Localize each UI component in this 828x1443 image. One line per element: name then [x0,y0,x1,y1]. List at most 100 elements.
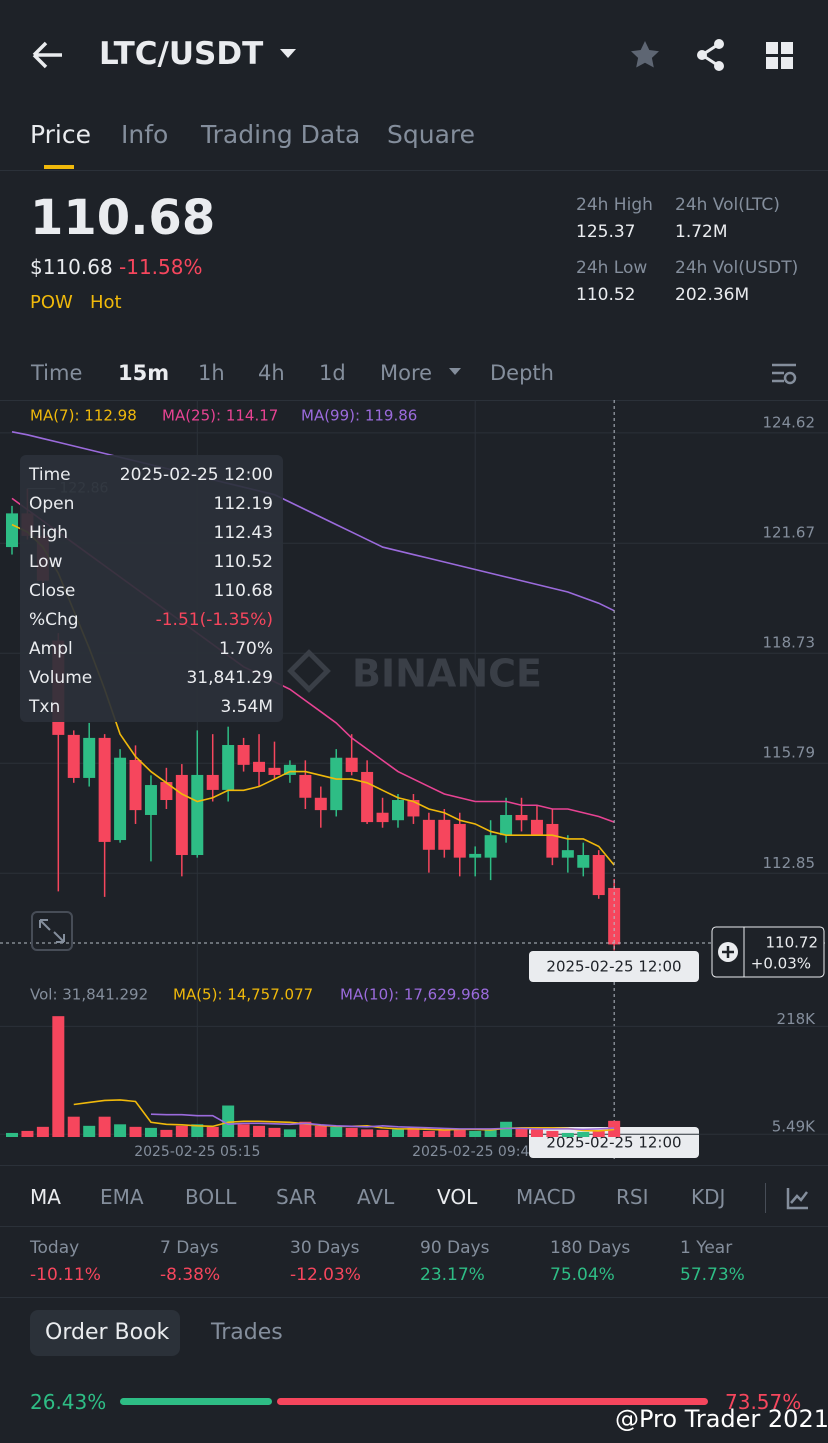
interval[interactable]: Depth [490,361,554,385]
indicator[interactable]: AVL [357,1185,395,1209]
pair-caret[interactable] [278,46,298,60]
period-change: -10.11% [30,1265,101,1285]
volume-bar [361,1129,374,1137]
pair-title[interactable]: LTC/USDT [99,36,264,72]
stat-label: 24h Low [576,258,648,278]
share-icon[interactable] [695,38,727,72]
volume-legend: MA(10): 17,629.968 [340,986,490,1004]
indicator[interactable]: MACD [516,1185,576,1209]
volume-bar [592,1130,605,1137]
crosshair-label: 2025-02-25 12:00 [546,958,681,976]
tooltip-value: 1.70% [219,639,273,659]
volume-bar [299,1121,312,1137]
period-change: -12.03% [290,1265,361,1285]
candle-body [392,800,404,821]
price-tag-value: 110.72 [766,933,819,951]
interval[interactable]: 15m [118,361,170,385]
tab[interactable]: Trading Data [201,120,361,149]
period-label: 30 Days [290,1238,360,1258]
interval[interactable]: 1d [319,361,346,385]
chart-watermark: BINANCE [352,652,542,696]
more-caret[interactable] [448,367,462,377]
sell-ratio: 73.57% [725,1390,802,1414]
volume-bar [237,1124,250,1137]
tooltip-label: Low [29,552,63,572]
tooltip-value: 112.43 [214,523,273,543]
volume-bar [67,1116,80,1137]
chart-settings-icon[interactable] [770,362,798,386]
tooltip-value: -1.51(-1.35%) [156,610,273,630]
indicator-settings-icon[interactable] [786,1186,810,1210]
candle-body [268,767,281,775]
volume-bar [83,1125,96,1137]
indicator[interactable]: SAR [276,1185,317,1209]
ma-legend: MA(99): 119.86 [301,407,417,425]
expand-icon [39,919,65,943]
period-label: 90 Days [420,1238,490,1258]
indicator[interactable]: EMA [100,1185,144,1209]
price-tag-change: +0.03% [751,954,811,972]
volume-bar [206,1126,219,1137]
candle-body [6,513,18,548]
x-tick-label: 2025-02-25 05:15 [134,1144,260,1160]
period-change: -8.38% [160,1265,221,1285]
last-price: 110.68 [30,190,216,246]
crosshair-label: 2025-02-25 12:00 [546,1134,681,1152]
candle-body [222,745,235,790]
tab[interactable]: Square [387,120,476,149]
candle-body [345,757,358,772]
x-tick-label: 2025-02-25 09:45 [412,1144,538,1160]
volume-ma-line [150,1113,615,1131]
volume-bar [160,1129,173,1137]
tag[interactable]: POW [30,292,73,313]
tab[interactable]: Price [30,120,91,149]
volume-bar [561,1132,574,1137]
indicator[interactable]: BOLL [185,1185,237,1209]
stat-value: 1.72M [675,222,728,242]
interval[interactable]: 1h [198,361,225,385]
favorite-icon[interactable] [629,39,661,71]
separator [765,1183,766,1213]
stat-value: 202.36M [675,285,750,305]
ma-legend: MA(7): 112.98 [30,407,137,425]
tooltip-label: Volume [29,668,92,688]
back-button[interactable] [30,40,66,70]
candle-body [114,757,127,841]
indicator[interactable]: VOL [437,1185,478,1209]
volume-bar [129,1126,142,1137]
volume-bar [500,1121,513,1137]
crosshair-label-box [529,951,699,982]
indicator[interactable]: RSI [616,1185,649,1209]
indicator[interactable]: KDJ [691,1185,726,1209]
order-book-tab[interactable] [30,1310,180,1356]
volume-bar [36,1126,49,1137]
ratio-bar [120,1398,273,1405]
tab-label[interactable]: Order Book [45,1320,170,1345]
candle-body [129,759,142,811]
tooltip-label: Close [29,581,75,601]
y-tick-label: 121.67 [763,524,816,542]
interval[interactable]: More [380,361,433,385]
volume-bar [21,1130,34,1137]
volume-bar [577,1131,590,1137]
tab-label[interactable]: Trades [211,1320,283,1345]
tooltip-label: Ampl [29,639,73,659]
layout-icon[interactable] [766,42,794,70]
tag[interactable]: Hot [90,292,122,313]
volume-bar [144,1127,157,1137]
y-tick-label: 112.85 [763,854,816,872]
interval[interactable]: Time [31,361,83,385]
indicator[interactable]: MA [30,1185,61,1209]
period-label: 7 Days [160,1238,219,1258]
period-label: Today [30,1238,80,1258]
divider [0,170,828,171]
interval[interactable]: 4h [258,361,285,385]
tab[interactable]: Info [121,120,169,149]
volume-bar [6,1132,18,1137]
candle-body [361,771,374,823]
volume-bar [222,1105,235,1137]
tooltip-value: 110.68 [214,581,273,601]
volume-bar [546,1130,559,1137]
